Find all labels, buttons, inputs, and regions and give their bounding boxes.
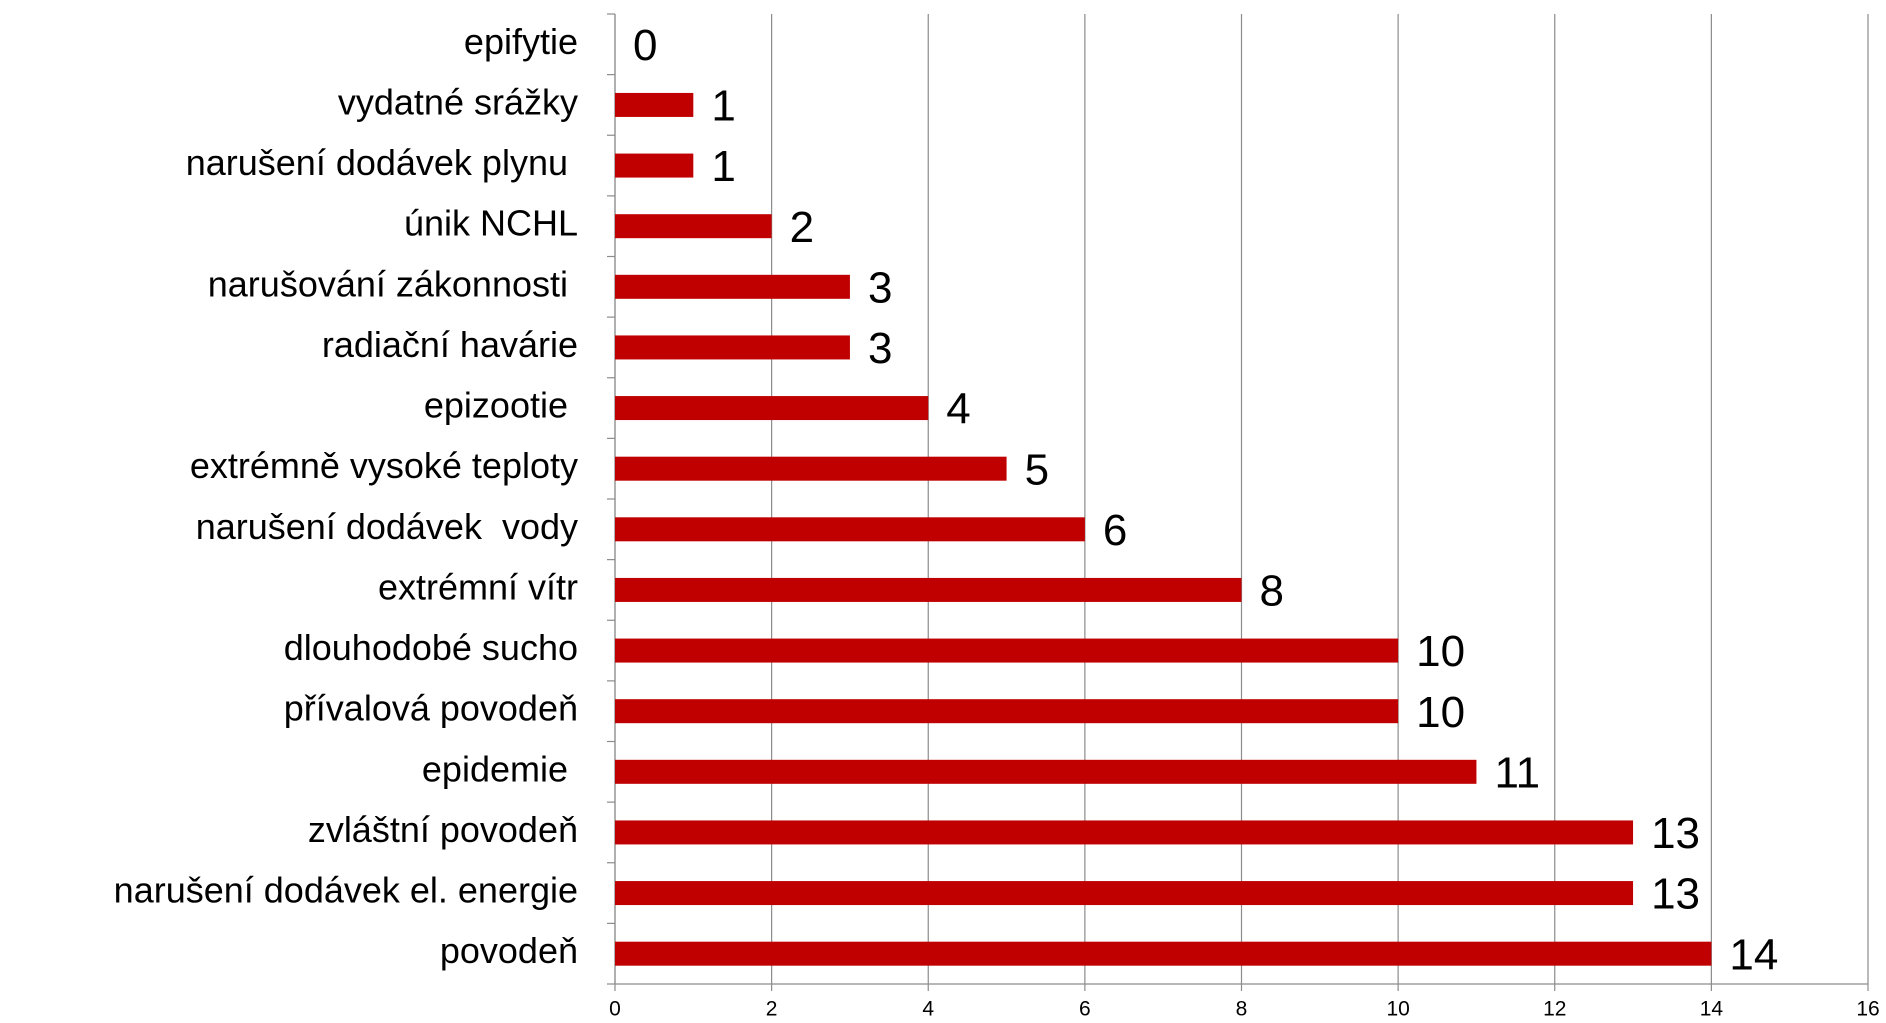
bar	[615, 214, 772, 239]
bar	[615, 881, 1634, 906]
category-label: extrémní vítr	[378, 566, 578, 607]
value-label: 6	[1103, 506, 1127, 555]
bar	[615, 941, 1712, 966]
x-tick-label: 12	[1543, 998, 1566, 1021]
bar	[615, 274, 850, 299]
category-label: únik NCHL	[404, 203, 578, 244]
category-label: epifytie	[464, 21, 578, 62]
value-label: 14	[1729, 930, 1778, 979]
bar	[615, 759, 1477, 784]
category-label: extrémně vysoké teploty	[190, 445, 578, 486]
bar	[615, 638, 1399, 663]
value-label: 4	[946, 385, 970, 434]
value-label: 8	[1260, 567, 1284, 616]
bar	[615, 335, 850, 360]
category-label: narušení dodávek vody	[196, 506, 578, 547]
category-label: narušování zákonnosti	[208, 263, 578, 304]
category-label: vydatné srážky	[338, 81, 578, 122]
category-label: povodeň	[440, 930, 578, 971]
x-tick-label: 16	[1856, 998, 1879, 1021]
category-label: narušení dodávek el. energie	[114, 870, 578, 911]
x-tick-label: 4	[922, 998, 934, 1021]
bar	[615, 153, 694, 178]
value-label: 13	[1651, 870, 1700, 919]
x-tick-label: 10	[1386, 998, 1409, 1021]
x-tick-label: 0	[609, 998, 621, 1021]
value-label: 5	[1025, 445, 1049, 494]
category-label: epidemie	[422, 748, 578, 789]
bar	[615, 456, 1007, 481]
value-label: 0	[633, 21, 657, 70]
value-label: 10	[1416, 627, 1465, 676]
category-label: narušení dodávek plynu	[186, 142, 578, 183]
bar	[615, 820, 1634, 845]
x-tick-label: 8	[1236, 998, 1248, 1021]
x-tick-label: 2	[766, 998, 778, 1021]
value-label: 1	[711, 82, 735, 131]
value-label: 10	[1416, 688, 1465, 737]
x-tick-label: 14	[1700, 998, 1724, 1021]
value-label: 1	[711, 142, 735, 191]
bar	[615, 92, 694, 117]
category-label: dlouhodobé sucho	[284, 627, 578, 668]
value-label: 13	[1651, 809, 1700, 858]
bar	[615, 517, 1085, 542]
bar	[615, 396, 929, 421]
category-label: přívalová povodeň	[284, 688, 578, 729]
category-label: zvláštní povodeň	[308, 809, 578, 850]
value-label: 11	[1494, 748, 1540, 797]
value-label: 3	[868, 263, 892, 312]
x-tick-label: 6	[1079, 998, 1091, 1021]
value-label: 2	[790, 203, 814, 252]
bar	[615, 699, 1399, 724]
value-label: 3	[868, 324, 892, 373]
category-label: epizootie	[424, 385, 578, 426]
category-label: radiační havárie	[322, 324, 578, 365]
bar	[615, 577, 1242, 602]
